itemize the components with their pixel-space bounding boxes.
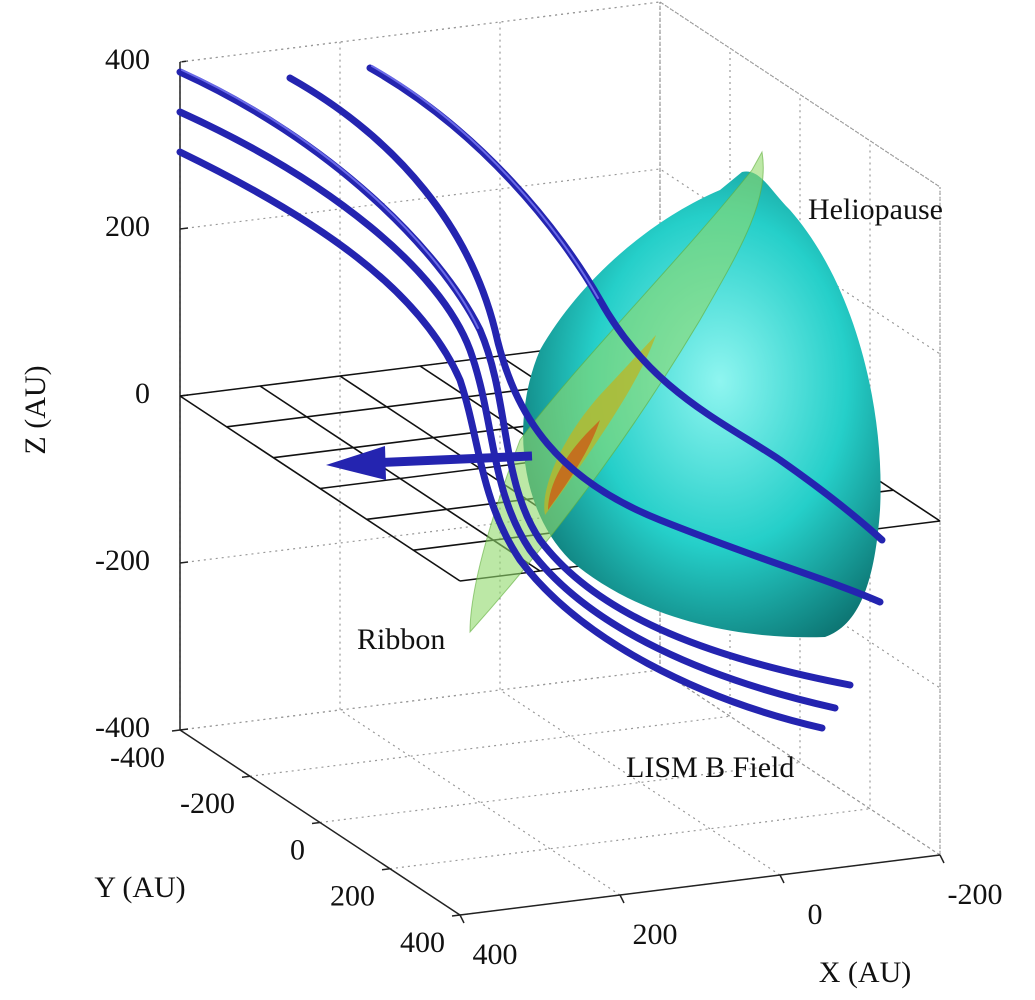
field-highlight <box>371 65 599 299</box>
field-highlight <box>181 69 479 329</box>
axis-line <box>179 729 461 916</box>
ribbon-peak <box>548 420 600 510</box>
back-layer: 400 200 0 -200 -400 -200 0 200 400 -400 -200 0 200 40… <box>95 1 1003 971</box>
x-tick-label: -200 <box>948 878 1003 911</box>
grid-line <box>179 1 941 188</box>
axis-line <box>459 854 941 916</box>
z-tick-label: -400 <box>95 711 150 744</box>
direction-arrow-shaft <box>369 451 533 468</box>
heliopause-surface <box>523 171 881 638</box>
y-tick <box>451 914 461 917</box>
z-axis-label: Z (AU) <box>19 365 52 454</box>
x-tick <box>939 854 945 864</box>
field-line <box>176 108 839 712</box>
field-line <box>366 64 886 544</box>
z-tick <box>179 561 189 564</box>
x-tick <box>779 874 785 884</box>
annotation: LISM B Field <box>626 751 794 784</box>
field-line <box>176 148 826 732</box>
field-line <box>176 68 854 689</box>
y-tick-label: -400 <box>110 741 165 774</box>
y-tick <box>241 775 251 778</box>
annotation: Heliopause <box>808 193 943 226</box>
y-axis-label: Y (AU) <box>94 871 185 904</box>
y-tick-label: 400 <box>400 926 445 959</box>
grid-line <box>339 42 621 896</box>
z-tick <box>179 227 189 230</box>
field-line <box>286 74 884 606</box>
x-tick-label: 400 <box>473 938 518 971</box>
x-tick <box>459 914 465 924</box>
x-axis-label: X (AU) <box>819 956 911 989</box>
annotation: Ribbon <box>357 623 445 656</box>
box-edge <box>659 1 941 188</box>
x-tick-label: 0 <box>808 898 823 931</box>
x-tick-label: 200 <box>633 918 678 951</box>
z-tick <box>179 728 189 731</box>
y-tick <box>171 729 181 732</box>
y-tick <box>311 821 321 825</box>
y-tick-label: -200 <box>180 787 235 820</box>
box-edge <box>179 1 661 63</box>
z-tick-label: 0 <box>135 377 150 410</box>
direction-arrow-head <box>326 446 386 480</box>
z-tick-label: 200 <box>105 210 150 243</box>
x-tick <box>619 894 625 904</box>
scene: Heliopause Ribbon LISM B Field Z (AU) Y … <box>19 64 943 989</box>
y-tick <box>381 868 391 871</box>
y-tick-label: 200 <box>330 880 375 913</box>
z-tick-label: -200 <box>95 544 150 577</box>
grid-line <box>179 669 941 856</box>
grid-line <box>499 22 781 876</box>
z-tick-label: 400 <box>105 43 150 76</box>
y-tick-label: 0 <box>290 833 305 866</box>
